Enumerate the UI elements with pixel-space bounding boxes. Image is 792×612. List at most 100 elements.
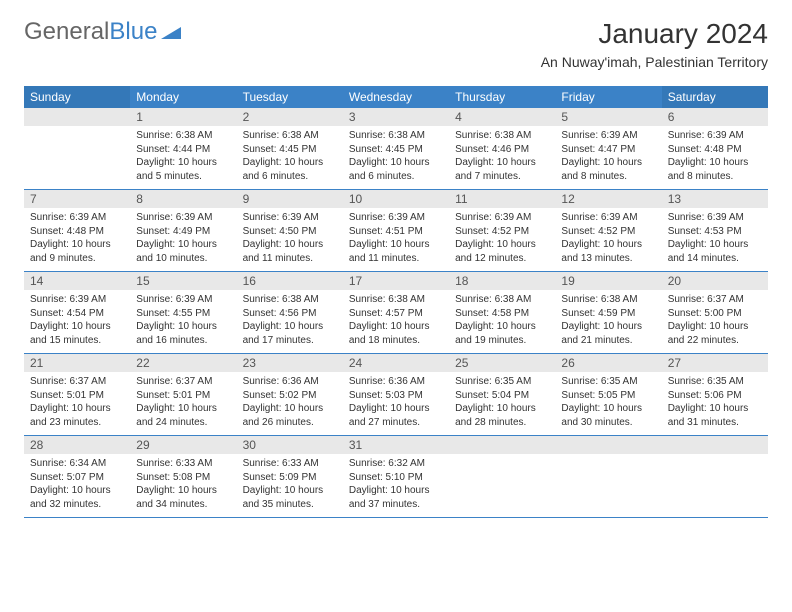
sunset-text: Sunset: 4:46 PM: [455, 143, 549, 157]
sunrise-text: Sunrise: 6:37 AM: [136, 375, 230, 389]
day-content: Sunrise: 6:38 AMSunset: 4:58 PMDaylight:…: [449, 290, 555, 353]
daylight-text-2: and 28 minutes.: [455, 416, 549, 430]
week-row: 7Sunrise: 6:39 AMSunset: 4:48 PMDaylight…: [24, 190, 768, 272]
daylight-text-1: Daylight: 10 hours: [136, 320, 230, 334]
daylight-text-2: and 16 minutes.: [136, 334, 230, 348]
daylight-text-1: Daylight: 10 hours: [136, 238, 230, 252]
day-cell-11: 11Sunrise: 6:39 AMSunset: 4:52 PMDayligh…: [449, 190, 555, 272]
sunset-text: Sunset: 4:53 PM: [668, 225, 762, 239]
day-number: 4: [449, 108, 555, 126]
daylight-text-1: Daylight: 10 hours: [455, 156, 549, 170]
day-number: 16: [237, 272, 343, 290]
daylight-text-2: and 31 minutes.: [668, 416, 762, 430]
sunrise-text: Sunrise: 6:39 AM: [30, 211, 124, 225]
day-cell-24: 24Sunrise: 6:36 AMSunset: 5:03 PMDayligh…: [343, 354, 449, 436]
daylight-text-2: and 27 minutes.: [349, 416, 443, 430]
sunset-text: Sunset: 4:44 PM: [136, 143, 230, 157]
daylight-text-2: and 22 minutes.: [668, 334, 762, 348]
sunrise-text: Sunrise: 6:33 AM: [243, 457, 337, 471]
daylight-text-1: Daylight: 10 hours: [668, 320, 762, 334]
day-number: 13: [662, 190, 768, 208]
sunrise-text: Sunrise: 6:36 AM: [349, 375, 443, 389]
sunset-text: Sunset: 5:06 PM: [668, 389, 762, 403]
logo-text-gray: General: [24, 18, 109, 46]
day-content: Sunrise: 6:36 AMSunset: 5:03 PMDaylight:…: [343, 372, 449, 435]
day-content: Sunrise: 6:37 AMSunset: 5:00 PMDaylight:…: [662, 290, 768, 353]
day-cell-3: 3Sunrise: 6:38 AMSunset: 4:45 PMDaylight…: [343, 108, 449, 190]
week-row: 14Sunrise: 6:39 AMSunset: 4:54 PMDayligh…: [24, 272, 768, 354]
daylight-text-1: Daylight: 10 hours: [243, 238, 337, 252]
day-cell-16: 16Sunrise: 6:38 AMSunset: 4:56 PMDayligh…: [237, 272, 343, 354]
day-cell-31: 31Sunrise: 6:32 AMSunset: 5:10 PMDayligh…: [343, 436, 449, 518]
day-number: 9: [237, 190, 343, 208]
day-content: Sunrise: 6:32 AMSunset: 5:10 PMDaylight:…: [343, 454, 449, 517]
sunrise-text: Sunrise: 6:35 AM: [668, 375, 762, 389]
sunset-text: Sunset: 5:01 PM: [136, 389, 230, 403]
day-content: Sunrise: 6:39 AMSunset: 4:49 PMDaylight:…: [130, 208, 236, 271]
day-number: 31: [343, 436, 449, 454]
day-header-sunday: Sunday: [24, 86, 130, 108]
daylight-text-1: Daylight: 10 hours: [561, 238, 655, 252]
day-number: 15: [130, 272, 236, 290]
day-header-wednesday: Wednesday: [343, 86, 449, 108]
daylight-text-2: and 15 minutes.: [30, 334, 124, 348]
day-cell-18: 18Sunrise: 6:38 AMSunset: 4:58 PMDayligh…: [449, 272, 555, 354]
sunrise-text: Sunrise: 6:32 AM: [349, 457, 443, 471]
sunrise-text: Sunrise: 6:35 AM: [455, 375, 549, 389]
daylight-text-1: Daylight: 10 hours: [349, 402, 443, 416]
day-number: [449, 436, 555, 454]
sunset-text: Sunset: 5:01 PM: [30, 389, 124, 403]
daylight-text-1: Daylight: 10 hours: [668, 402, 762, 416]
day-number: 30: [237, 436, 343, 454]
daylight-text-1: Daylight: 10 hours: [30, 484, 124, 498]
sunset-text: Sunset: 4:56 PM: [243, 307, 337, 321]
sunset-text: Sunset: 4:47 PM: [561, 143, 655, 157]
day-cell-13: 13Sunrise: 6:39 AMSunset: 4:53 PMDayligh…: [662, 190, 768, 272]
sunset-text: Sunset: 5:07 PM: [30, 471, 124, 485]
daylight-text-2: and 35 minutes.: [243, 498, 337, 512]
sunset-text: Sunset: 5:02 PM: [243, 389, 337, 403]
daylight-text-1: Daylight: 10 hours: [455, 402, 549, 416]
day-content: Sunrise: 6:39 AMSunset: 4:51 PMDaylight:…: [343, 208, 449, 271]
daylight-text-1: Daylight: 10 hours: [243, 156, 337, 170]
day-content: Sunrise: 6:39 AMSunset: 4:47 PMDaylight:…: [555, 126, 661, 189]
day-content: [24, 126, 130, 188]
day-content: Sunrise: 6:39 AMSunset: 4:55 PMDaylight:…: [130, 290, 236, 353]
sunrise-text: Sunrise: 6:38 AM: [136, 129, 230, 143]
sunrise-text: Sunrise: 6:38 AM: [243, 129, 337, 143]
daylight-text-1: Daylight: 10 hours: [668, 156, 762, 170]
day-content: Sunrise: 6:39 AMSunset: 4:48 PMDaylight:…: [24, 208, 130, 271]
empty-day-cell: [24, 108, 130, 190]
day-number: 12: [555, 190, 661, 208]
daylight-text-1: Daylight: 10 hours: [349, 484, 443, 498]
daylight-text-2: and 6 minutes.: [243, 170, 337, 184]
sunset-text: Sunset: 5:10 PM: [349, 471, 443, 485]
daylight-text-1: Daylight: 10 hours: [349, 156, 443, 170]
title-block: January 2024 An Nuway'imah, Palestinian …: [541, 18, 768, 70]
day-cell-10: 10Sunrise: 6:39 AMSunset: 4:51 PMDayligh…: [343, 190, 449, 272]
sunrise-text: Sunrise: 6:38 AM: [349, 129, 443, 143]
empty-day-cell: [555, 436, 661, 518]
daylight-text-2: and 11 minutes.: [243, 252, 337, 266]
day-cell-1: 1Sunrise: 6:38 AMSunset: 4:44 PMDaylight…: [130, 108, 236, 190]
daylight-text-2: and 13 minutes.: [561, 252, 655, 266]
sunrise-text: Sunrise: 6:38 AM: [243, 293, 337, 307]
day-number: 11: [449, 190, 555, 208]
day-number: 2: [237, 108, 343, 126]
month-title: January 2024: [541, 18, 768, 50]
sunrise-text: Sunrise: 6:39 AM: [136, 211, 230, 225]
sunrise-text: Sunrise: 6:39 AM: [561, 129, 655, 143]
day-number: 23: [237, 354, 343, 372]
daylight-text-1: Daylight: 10 hours: [30, 402, 124, 416]
day-content: Sunrise: 6:38 AMSunset: 4:46 PMDaylight:…: [449, 126, 555, 189]
day-number: [662, 436, 768, 454]
sunset-text: Sunset: 4:48 PM: [668, 143, 762, 157]
daylight-text-2: and 23 minutes.: [30, 416, 124, 430]
sunset-text: Sunset: 4:48 PM: [30, 225, 124, 239]
daylight-text-2: and 5 minutes.: [136, 170, 230, 184]
daylight-text-1: Daylight: 10 hours: [668, 238, 762, 252]
day-number: 20: [662, 272, 768, 290]
daylight-text-2: and 17 minutes.: [243, 334, 337, 348]
day-number: 29: [130, 436, 236, 454]
day-number: 5: [555, 108, 661, 126]
